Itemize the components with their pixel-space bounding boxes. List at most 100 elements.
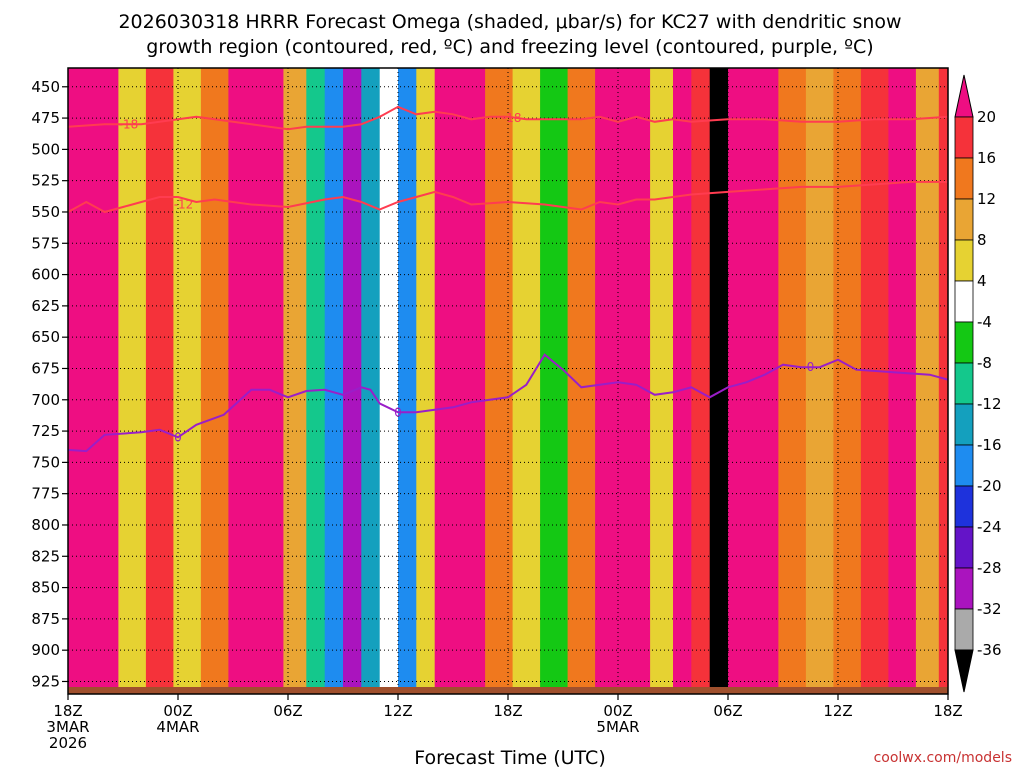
y-tick-label: 575 (31, 234, 60, 252)
dgz-lower-contour (68, 180, 948, 214)
omega-column (595, 68, 624, 694)
omega-column (805, 68, 834, 694)
colorbar-top-arrow (954, 74, 974, 118)
omega-column (567, 68, 596, 694)
x-tick-label: 00Z (603, 702, 632, 720)
omega-column (434, 68, 459, 694)
colorbar-band (954, 198, 974, 241)
omega-column (118, 68, 147, 694)
y-tick-label: 900 (31, 641, 60, 659)
omega-column (283, 68, 307, 694)
colorbar-label: 20 (977, 108, 996, 126)
omega-column (673, 68, 692, 694)
colorbar-band (954, 608, 974, 651)
colorbar-band (954, 239, 974, 282)
colorbar-label: -20 (977, 477, 1002, 495)
x-tick-label: 2026 (49, 734, 87, 752)
y-tick-label: 500 (31, 140, 60, 158)
y-tick-label: 800 (31, 516, 60, 534)
colorbar-label: -32 (977, 600, 1002, 618)
omega-column (68, 68, 78, 694)
omega-column (343, 68, 362, 694)
x-tick-label: 4MAR (156, 718, 199, 736)
colorbar-band (954, 157, 974, 200)
y-axis: 450 475 500 525 550 575 600 625 650 675 700 725 750 7… (31, 78, 68, 690)
y-tick-label: 550 (31, 203, 60, 221)
chart-title-line2: growth region (contoured, red, ºC) and f… (146, 36, 873, 58)
y-tick-label: 725 (31, 422, 60, 440)
x-tick-label: 12Z (383, 702, 412, 720)
omega-column (622, 68, 651, 694)
colorbar-label: 12 (977, 190, 996, 208)
omega-column (540, 68, 569, 694)
y-tick-label: 875 (31, 610, 60, 628)
x-tick-label: 06Z (273, 702, 302, 720)
x-tick-label: 00Z (163, 702, 192, 720)
colorbar-label: 4 (977, 272, 987, 290)
omega-shading (68, 68, 948, 694)
colorbar-label: 8 (977, 231, 987, 249)
colorbar-band (954, 362, 974, 405)
freezing-level-contour-label: 0 (174, 430, 182, 444)
omega-column (379, 68, 399, 694)
omega-column (750, 68, 779, 694)
colorbar-band (954, 526, 974, 569)
omega-column (938, 68, 948, 694)
omega-column (860, 68, 889, 694)
x-tick-label: 5MAR (596, 718, 639, 736)
y-tick-label: 675 (31, 359, 60, 377)
colorbar-label: -28 (977, 559, 1002, 577)
omega-column (691, 68, 711, 694)
y-tick-label: 825 (31, 547, 60, 565)
y-tick-label: 475 (31, 109, 60, 127)
omega-column (888, 68, 917, 694)
omega-column (915, 68, 940, 694)
x-tick-label: 18Z (933, 702, 962, 720)
colorbar: 20 16 12 8 4 -4 -8 -12 -16 -20 -24 -28 -32 -36 (954, 74, 1002, 693)
y-tick-label: 850 (31, 579, 60, 597)
omega-column (485, 68, 514, 694)
colorbar-label: -16 (977, 436, 1002, 454)
site-watermark: coolwx.com/models (874, 750, 1012, 766)
freezing-level-contour-label: 0 (807, 360, 815, 374)
omega-column (709, 68, 729, 694)
colorbar-band (954, 485, 974, 528)
colorbar-label: -12 (977, 395, 1002, 413)
contour-layer: -18 -18 -12 0 0 0 (68, 105, 948, 453)
freezing-level-contour (68, 353, 948, 453)
omega-column (457, 68, 486, 694)
dgz-upper-contour-label: -18 (502, 111, 522, 125)
colorbar-band (954, 116, 974, 159)
omega-column (200, 68, 229, 694)
colorbar-band (954, 403, 974, 446)
x-axis-title: Forecast Time (UTC) (414, 747, 605, 768)
omega-column (255, 68, 284, 694)
omega-column (650, 68, 674, 694)
omega-column (778, 68, 807, 694)
omega-column (145, 68, 174, 694)
x-tick-label: 18Z (53, 702, 82, 720)
omega-column (228, 68, 257, 694)
omega-column (95, 68, 119, 694)
omega-column (361, 68, 381, 694)
colorbar-label: -24 (977, 518, 1002, 536)
colorbar-bottom-arrow (954, 649, 974, 693)
y-tick-label: 450 (31, 78, 60, 96)
dgz-lower-contour-label: -12 (174, 197, 194, 211)
y-tick-label: 750 (31, 453, 60, 471)
x-tick-label: 3MAR (46, 718, 89, 736)
dgz-upper-contour (68, 105, 948, 131)
omega-column (306, 68, 326, 694)
colorbar-band (954, 280, 974, 323)
omega-column (398, 68, 417, 694)
x-tick-label: 18Z (493, 702, 522, 720)
x-tick-label: 06Z (713, 702, 742, 720)
omega-column (324, 68, 344, 694)
freezing-level-contour-label: 0 (394, 405, 402, 419)
colorbar-band (954, 567, 974, 610)
y-tick-label: 700 (31, 391, 60, 409)
terrain-strip (68, 687, 948, 694)
colorbar-label: -8 (977, 354, 992, 372)
